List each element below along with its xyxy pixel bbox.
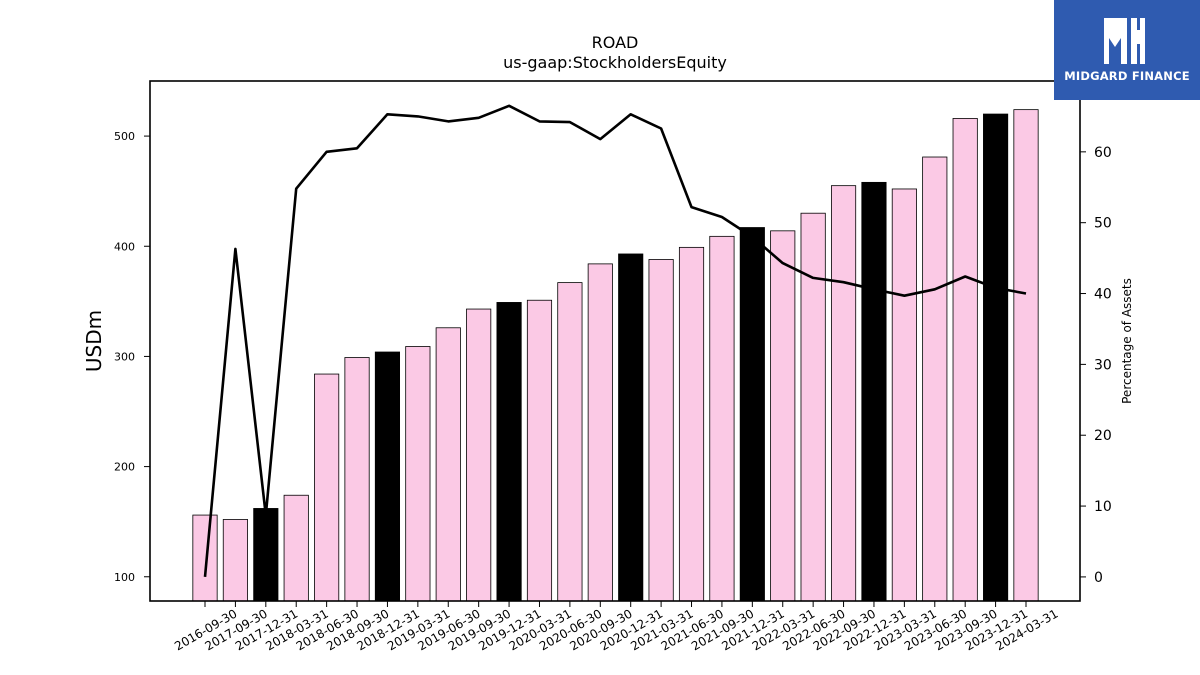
- y2-tick-label: 0: [1094, 570, 1103, 586]
- y-axis-label: USDm: [82, 310, 106, 372]
- bar: [770, 230, 796, 602]
- y-tick-label: 100: [114, 571, 135, 584]
- y-tick-label: 300: [114, 350, 135, 363]
- bar: [374, 351, 401, 602]
- bar: [222, 519, 248, 602]
- y2-axis: 0 10 20 30 40 50 60: [1080, 145, 1112, 586]
- bar: [435, 327, 461, 602]
- chart-subtitle: us-gaap:StockholdersEquity: [503, 53, 727, 72]
- bar: [253, 508, 279, 602]
- bar: [922, 156, 948, 602]
- x-axis: 2016-09-302017-09-302017-12-312018-03-31…: [172, 601, 1061, 653]
- bar: [648, 259, 674, 602]
- bar: [344, 357, 370, 602]
- bar: [952, 118, 978, 602]
- bar: [526, 299, 553, 602]
- bar: [192, 514, 218, 602]
- bar: [739, 227, 765, 602]
- bar: [405, 346, 431, 602]
- line-series: [203, 104, 1027, 578]
- bar: [466, 308, 492, 602]
- midgard-logo-icon: [1104, 18, 1145, 64]
- y2-tick-label: 30: [1094, 357, 1112, 373]
- chart-title: ROAD: [592, 33, 639, 52]
- y2-tick-label: 20: [1094, 428, 1112, 444]
- bars-group: [192, 109, 1039, 602]
- y2-tick-label: 40: [1094, 287, 1112, 303]
- y2-tick-label: 60: [1094, 145, 1112, 161]
- bar: [861, 181, 887, 602]
- y-tick-label: 400: [114, 240, 135, 253]
- bar: [709, 235, 735, 602]
- bar: [830, 185, 857, 602]
- logo-text: MIDGARD FINANCE: [1064, 69, 1190, 83]
- bar: [1013, 109, 1039, 602]
- y2-tick-label: 50: [1094, 216, 1112, 232]
- y-tick-label: 200: [114, 461, 135, 474]
- bar: [618, 253, 644, 602]
- y2-axis-label: Percentage of Assets: [1120, 278, 1134, 404]
- bar: [587, 263, 613, 602]
- y2-tick-label: 10: [1094, 499, 1112, 515]
- bar: [557, 282, 583, 602]
- bar: [800, 212, 826, 602]
- midgard-logo: MIDGARD FINANCE: [1054, 0, 1200, 100]
- bar: [314, 373, 340, 602]
- y-tick-label: 500: [114, 130, 135, 143]
- bar: [891, 188, 917, 602]
- bar: [983, 113, 1009, 602]
- y-axis: 100 200 300 400 500: [114, 130, 150, 584]
- plot-frame: [149, 80, 1081, 602]
- bar: [496, 302, 522, 602]
- bar: [678, 246, 705, 602]
- line-group: [203, 104, 1027, 578]
- bar: [283, 494, 309, 602]
